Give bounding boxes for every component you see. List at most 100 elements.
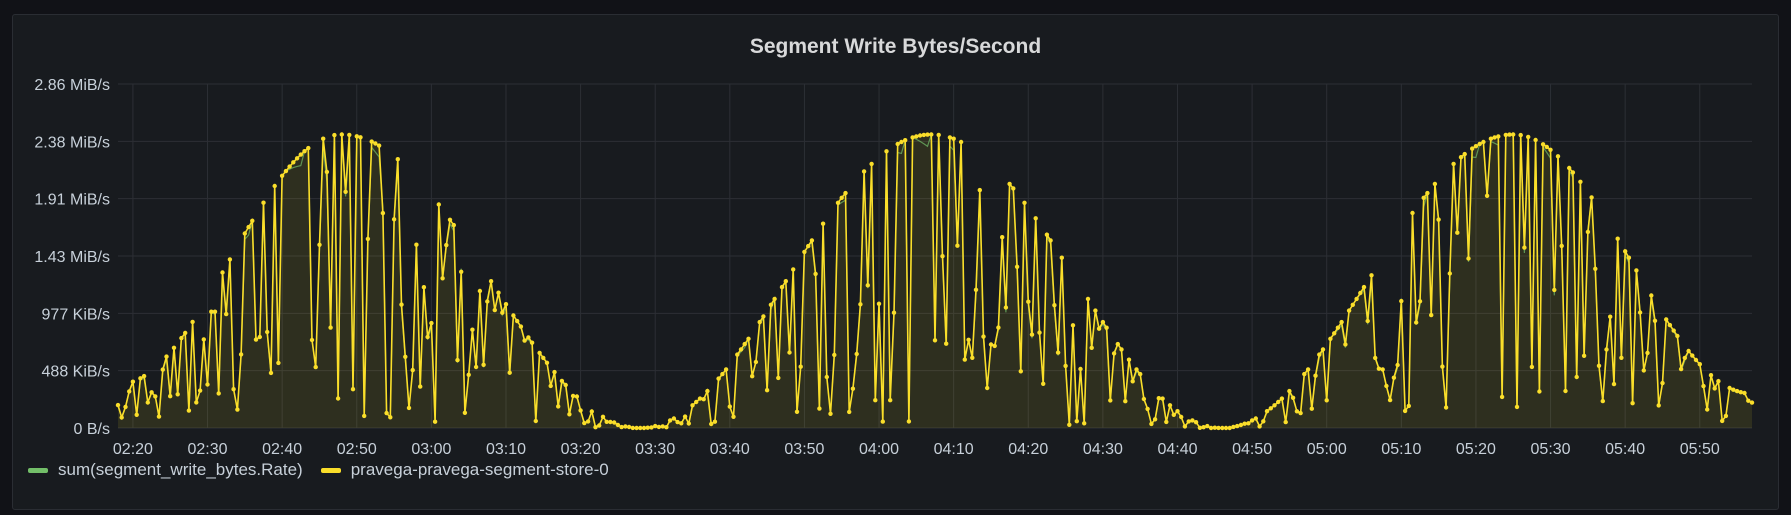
data-point bbox=[261, 200, 266, 205]
data-point bbox=[279, 173, 285, 178]
data-point bbox=[253, 337, 259, 342]
data-point bbox=[1246, 421, 1251, 426]
data-point bbox=[175, 392, 180, 397]
data-point bbox=[1152, 417, 1158, 422]
data-point bbox=[1171, 412, 1177, 417]
data-point bbox=[1447, 271, 1453, 276]
data-point bbox=[667, 418, 673, 423]
x-tick-label: 05:50 bbox=[1680, 441, 1720, 458]
y-tick-label: 0 B/s bbox=[74, 421, 110, 438]
data-point bbox=[779, 284, 785, 290]
data-point bbox=[324, 169, 330, 175]
data-point bbox=[391, 217, 397, 222]
data-point bbox=[701, 397, 706, 402]
data-point bbox=[843, 190, 848, 196]
data-point bbox=[690, 403, 695, 408]
data-point bbox=[1238, 422, 1244, 428]
data-point bbox=[664, 425, 669, 430]
data-point bbox=[141, 373, 147, 379]
data-point bbox=[1496, 134, 1501, 139]
legend-item-segment-store[interactable]: pravega-pravega-segment-store-0 bbox=[320, 460, 609, 480]
data-point bbox=[559, 378, 565, 384]
data-point bbox=[1488, 136, 1494, 141]
data-point bbox=[164, 354, 169, 359]
data-point bbox=[130, 379, 136, 384]
data-point bbox=[1294, 409, 1300, 414]
data-point bbox=[645, 425, 650, 430]
data-point bbox=[272, 183, 277, 189]
data-point bbox=[332, 132, 337, 138]
data-point bbox=[716, 376, 721, 381]
data-point bbox=[354, 134, 359, 139]
data-point bbox=[813, 271, 818, 277]
data-point bbox=[705, 388, 710, 394]
data-point bbox=[235, 407, 240, 412]
data-point bbox=[1335, 325, 1341, 330]
data-point bbox=[1130, 379, 1135, 384]
data-point bbox=[1048, 238, 1053, 243]
data-point bbox=[1667, 322, 1673, 328]
data-point bbox=[1514, 404, 1520, 410]
data-point bbox=[612, 420, 617, 425]
data-point bbox=[958, 139, 964, 145]
data-point bbox=[828, 411, 833, 416]
data-point bbox=[1197, 425, 1203, 430]
data-point bbox=[287, 164, 292, 169]
data-point bbox=[1492, 135, 1497, 140]
data-point bbox=[1697, 362, 1703, 367]
x-tick-label: 03:40 bbox=[710, 441, 750, 458]
data-point bbox=[298, 152, 303, 157]
data-point bbox=[582, 420, 587, 426]
data-point bbox=[347, 132, 352, 138]
data-point bbox=[1108, 398, 1113, 403]
data-point bbox=[1138, 371, 1143, 377]
data-point bbox=[761, 314, 766, 319]
data-point bbox=[660, 424, 665, 429]
x-tick-label: 02:50 bbox=[337, 441, 377, 458]
data-point bbox=[671, 416, 677, 421]
data-point bbox=[1369, 273, 1374, 278]
data-point bbox=[373, 141, 378, 146]
data-point bbox=[649, 425, 654, 430]
data-point bbox=[809, 238, 815, 243]
data-point bbox=[772, 296, 777, 302]
data-point bbox=[1417, 299, 1423, 304]
x-tick-label: 03:00 bbox=[411, 441, 451, 458]
data-point bbox=[817, 406, 822, 411]
data-point bbox=[574, 394, 580, 399]
data-point bbox=[384, 410, 389, 416]
data-point bbox=[1384, 383, 1389, 389]
data-point bbox=[626, 424, 632, 430]
data-point bbox=[1462, 151, 1467, 157]
data-point bbox=[798, 364, 803, 369]
data-point bbox=[832, 352, 837, 358]
data-point bbox=[123, 404, 128, 410]
data-point bbox=[1078, 366, 1083, 372]
data-point bbox=[1600, 398, 1606, 404]
data-point bbox=[783, 279, 788, 284]
data-point bbox=[1623, 249, 1628, 254]
data-point bbox=[388, 415, 393, 420]
data-point bbox=[750, 374, 755, 379]
data-point bbox=[1253, 416, 1259, 421]
data-point bbox=[1440, 364, 1445, 369]
data-point bbox=[201, 337, 206, 342]
data-point bbox=[138, 376, 143, 381]
data-point bbox=[224, 311, 229, 317]
data-point bbox=[1126, 357, 1132, 362]
data-point bbox=[966, 337, 971, 342]
data-point bbox=[265, 329, 270, 335]
data-point bbox=[526, 335, 531, 340]
data-point bbox=[481, 362, 486, 367]
data-point bbox=[1563, 388, 1568, 394]
data-point bbox=[615, 422, 621, 428]
data-point bbox=[533, 418, 538, 424]
legend-item-sum-rate[interactable]: sum(segment_write_bytes.Rate) bbox=[28, 460, 303, 480]
legend: sum(segment_write_bytes.Rate) pravega-pr… bbox=[28, 460, 609, 480]
data-point bbox=[1552, 287, 1557, 293]
data-point bbox=[455, 357, 460, 363]
data-point bbox=[709, 421, 714, 427]
data-point bbox=[1678, 366, 1684, 372]
data-point bbox=[746, 336, 751, 341]
data-point bbox=[861, 169, 867, 174]
